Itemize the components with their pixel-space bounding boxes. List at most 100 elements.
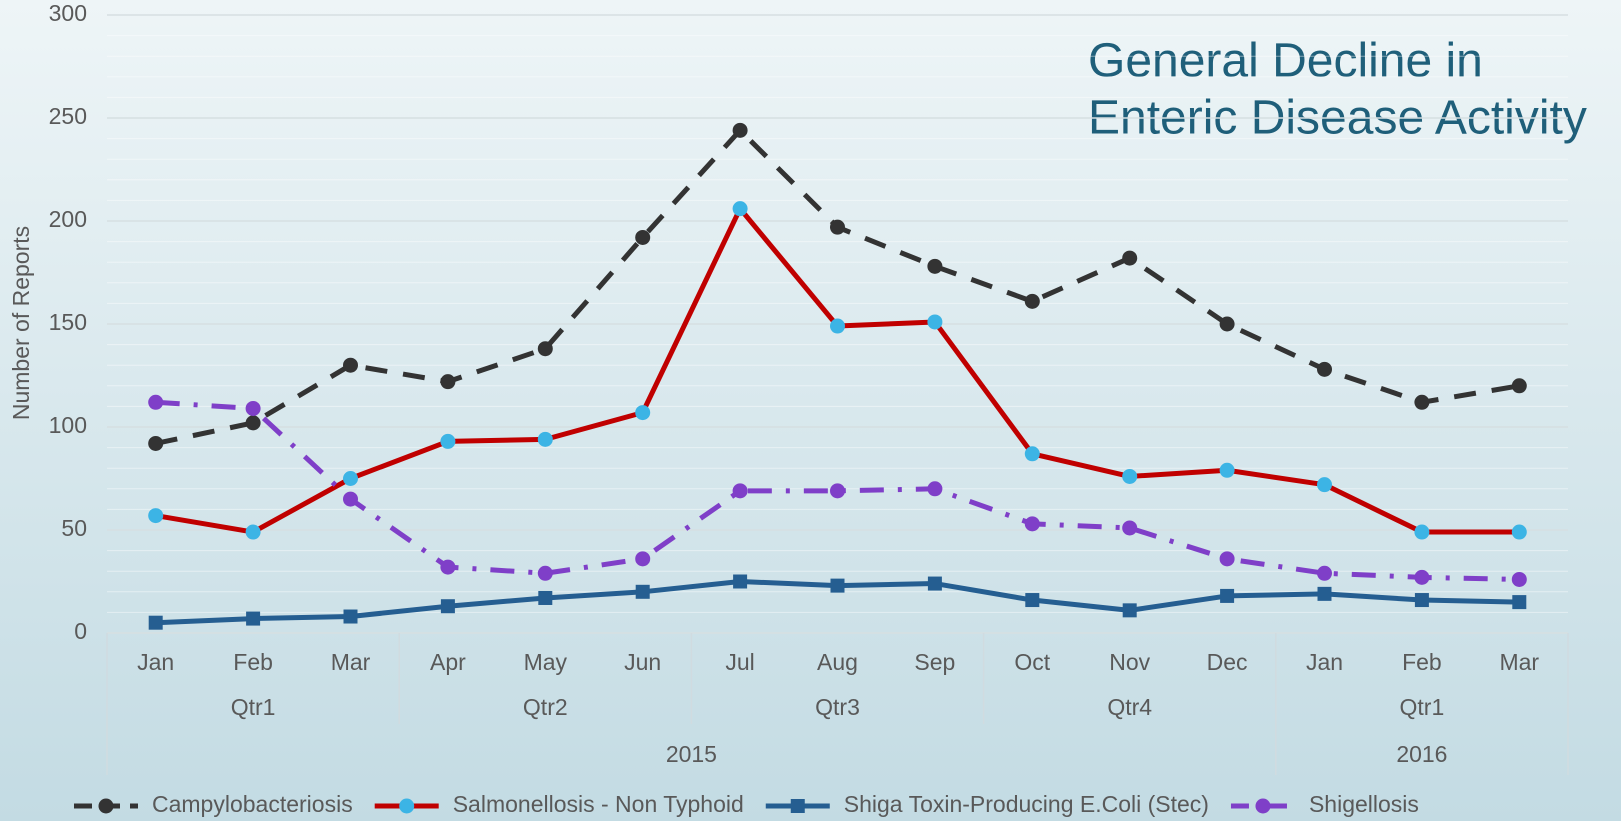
marker: [538, 590, 553, 605]
marker: [148, 615, 163, 630]
marker: [440, 559, 456, 575]
marker: [1122, 603, 1137, 618]
marker: [927, 481, 943, 497]
marker: [1317, 586, 1332, 601]
x-tick-label: Nov: [1109, 649, 1150, 675]
x-tick-label: Apr: [430, 649, 466, 675]
x-tick-label: Jan: [1306, 649, 1343, 675]
marker: [1511, 378, 1527, 394]
legend-label: Salmonellosis - Non Typhoid: [453, 791, 744, 817]
marker: [1414, 394, 1430, 410]
marker: [343, 357, 358, 373]
quarters-label: Qtr2: [523, 694, 568, 720]
marker: [635, 551, 651, 567]
marker: [1317, 565, 1332, 581]
marker: [1024, 516, 1040, 532]
marker: [1511, 571, 1527, 587]
marker: [927, 314, 943, 330]
marker: [1122, 468, 1138, 484]
y-tick-label: 0: [74, 618, 87, 644]
marker: [148, 435, 164, 451]
quarters-label: Qtr4: [1107, 694, 1152, 720]
marker: [148, 394, 164, 410]
marker: [830, 483, 845, 499]
legend-marker: [790, 799, 805, 813]
x-tick-label: Jul: [725, 649, 754, 675]
marker: [927, 576, 942, 591]
marker: [1025, 593, 1040, 608]
marker: [1024, 293, 1040, 309]
quarters-label: Qtr1: [1400, 694, 1445, 720]
legend-marker: [399, 798, 415, 814]
x-tick-label: Aug: [817, 649, 858, 675]
quarters-label: Qtr3: [815, 694, 860, 720]
marker: [733, 574, 748, 589]
y-tick-label: 200: [49, 206, 87, 232]
marker: [1219, 316, 1235, 332]
marker: [830, 578, 845, 593]
marker: [1512, 595, 1527, 610]
x-tick-label: Feb: [233, 649, 273, 675]
series-line: [155, 127, 1520, 446]
x-tick-label: Jan: [137, 649, 174, 675]
marker: [440, 599, 455, 614]
marker: [635, 584, 650, 599]
x-tick-label: Mar: [1499, 649, 1539, 675]
marker: [246, 611, 261, 626]
y-tick-label: 250: [49, 103, 87, 129]
years-label: 2016: [1396, 741, 1447, 767]
marker: [732, 122, 748, 138]
x-tick-label: Feb: [1402, 649, 1442, 675]
marker: [537, 431, 553, 447]
quarters-label: Qtr1: [231, 694, 276, 720]
marker: [343, 609, 358, 624]
marker: [1219, 462, 1235, 478]
y-tick-label: 300: [49, 0, 87, 26]
marker: [440, 374, 456, 390]
marker: [343, 471, 358, 486]
marker: [830, 219, 845, 235]
marker: [1317, 477, 1332, 493]
marker: [245, 524, 261, 540]
marker: [245, 415, 261, 431]
marker: [1122, 250, 1138, 266]
y-tick-label: 150: [49, 309, 87, 335]
legend-label: Shigellosis: [1309, 791, 1419, 817]
marker: [830, 318, 845, 334]
marker: [1220, 588, 1235, 603]
legend-label: Campylobacteriosis: [152, 791, 353, 817]
x-tick-label: Mar: [331, 649, 371, 675]
legend-marker: [98, 798, 114, 814]
marker: [537, 565, 553, 581]
marker: [148, 508, 164, 524]
marker: [927, 258, 943, 274]
marker: [732, 201, 748, 217]
marker: [1414, 569, 1430, 585]
marker: [440, 433, 456, 449]
marker: [635, 405, 651, 421]
y-axis-label: Number of Reports: [8, 226, 34, 420]
marker: [537, 341, 553, 357]
marker: [1317, 361, 1332, 377]
legend-label: Shiga Toxin-Producing E.Coli (Stec): [844, 791, 1209, 817]
years-label: 2015: [666, 741, 717, 767]
marker: [1511, 524, 1527, 540]
marker: [1414, 524, 1430, 540]
marker: [1219, 551, 1235, 567]
marker: [245, 400, 261, 416]
marker: [635, 229, 651, 245]
x-tick-label: Sep: [914, 649, 955, 675]
x-tick-label: Jun: [624, 649, 661, 675]
y-tick-label: 100: [49, 412, 87, 438]
marker: [1414, 593, 1429, 608]
legend-marker: [1255, 798, 1271, 814]
marker: [343, 491, 358, 507]
marker: [732, 483, 748, 499]
x-tick-label: Oct: [1014, 649, 1050, 675]
marker: [1024, 446, 1040, 462]
x-tick-label: May: [524, 649, 568, 675]
x-tick-label: Dec: [1207, 649, 1248, 675]
chart-title: General Decline in: [1088, 35, 1483, 88]
